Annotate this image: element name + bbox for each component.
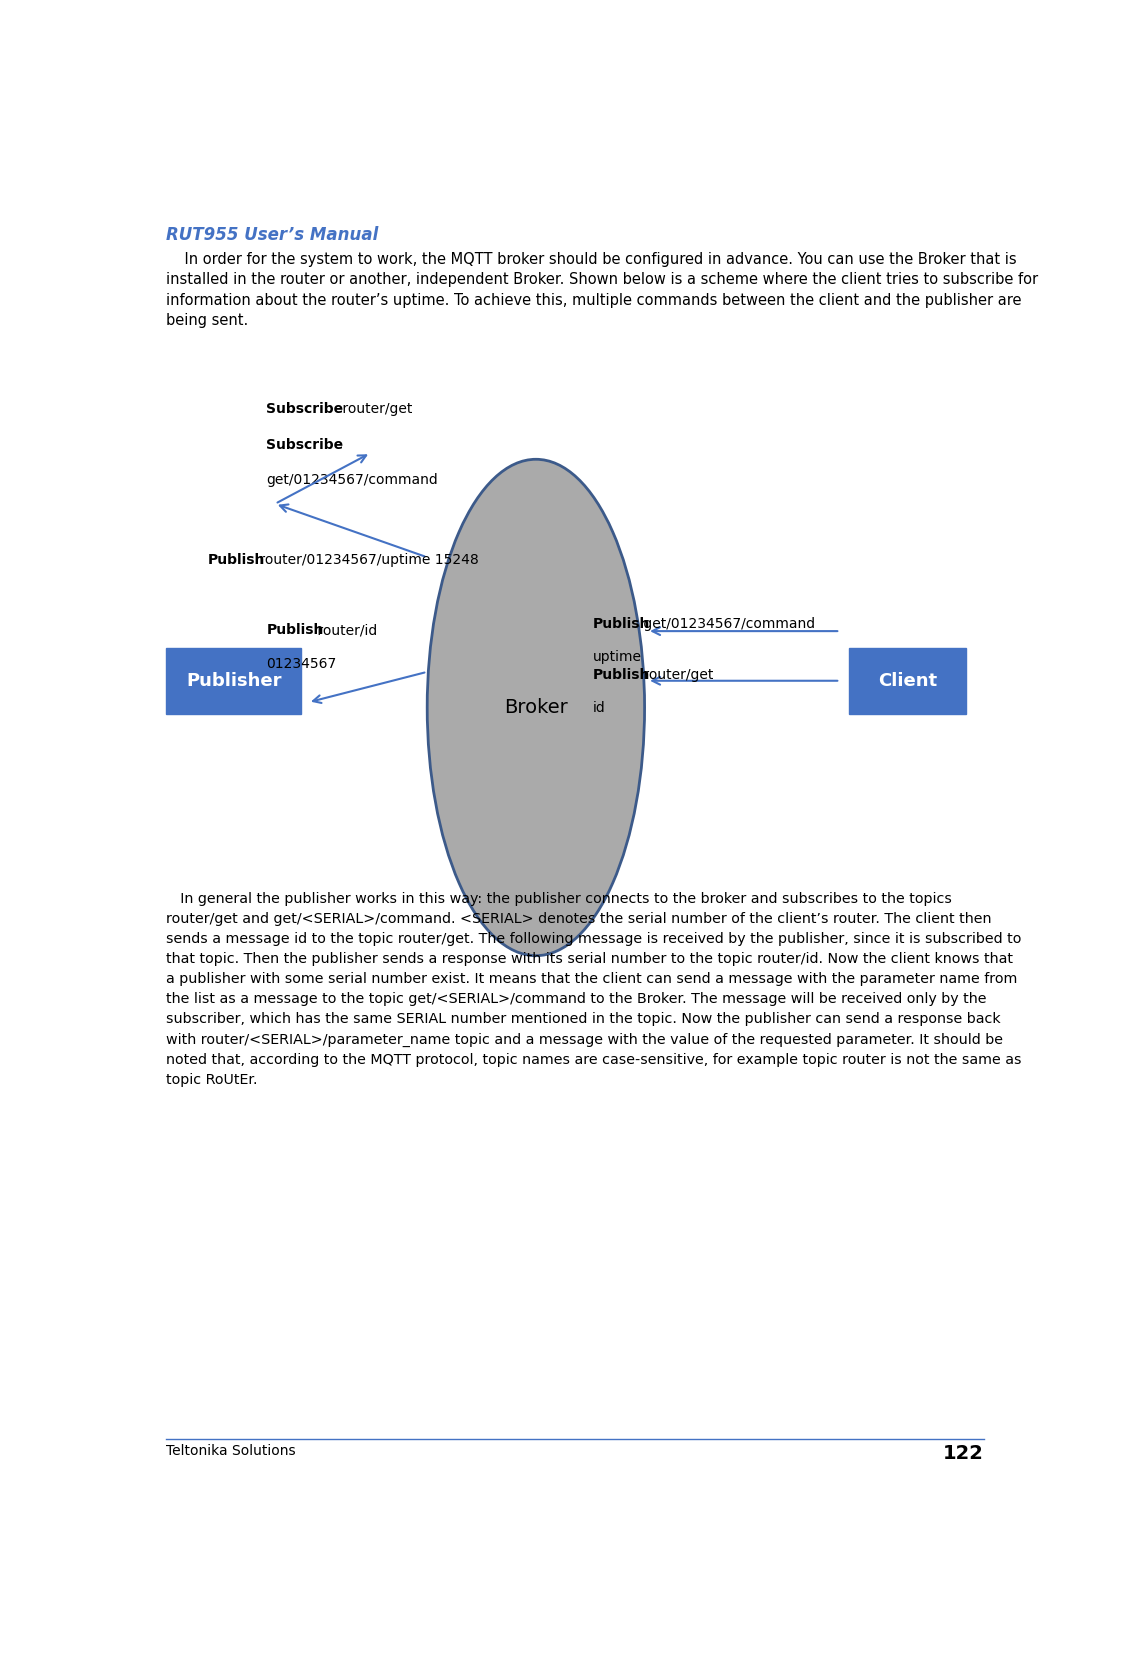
Text: get/01234567/command: get/01234567/command [266,473,438,488]
Text: Broker: Broker [504,698,568,717]
Text: uptime: uptime [592,650,642,665]
FancyBboxPatch shape [849,648,966,714]
Text: 122: 122 [942,1445,984,1463]
Text: Publish: Publish [208,554,266,567]
Ellipse shape [427,460,644,955]
Text: Teltonika Solutions: Teltonika Solutions [166,1445,296,1458]
Text: In general the publisher works in this way: the publisher connects to the broker: In general the publisher works in this w… [166,893,1022,1086]
Text: Subscribe: Subscribe [266,438,343,451]
Text: Publisher: Publisher [186,671,282,689]
Text: get/01234567/command: get/01234567/command [640,617,816,631]
Text: Client: Client [879,671,937,689]
Text: router/get: router/get [338,402,412,417]
Text: Publish: Publish [592,617,650,631]
Text: 01234567: 01234567 [266,656,337,671]
Text: router/01234567/uptime 15248: router/01234567/uptime 15248 [255,554,479,567]
FancyBboxPatch shape [166,648,301,714]
Text: Subscribe: Subscribe [266,402,343,417]
Text: id: id [592,701,605,716]
Text: RUT955 User’s Manual: RUT955 User’s Manual [166,226,379,245]
Text: Publish: Publish [266,623,324,638]
Text: router/id: router/id [313,623,377,638]
Text: In order for the system to work, the MQTT broker should be configured in advance: In order for the system to work, the MQT… [166,251,1039,327]
Text: router/get: router/get [640,668,714,683]
Text: Publish: Publish [592,668,650,683]
